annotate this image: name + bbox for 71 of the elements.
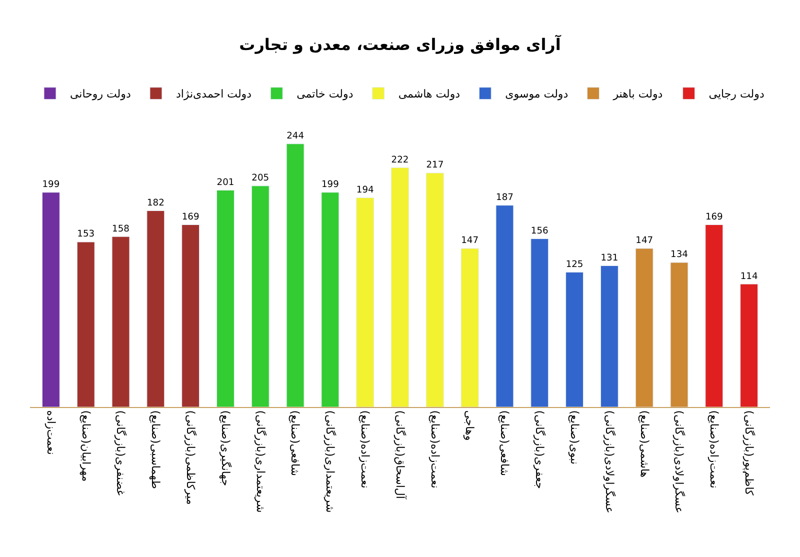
bar: [216, 190, 234, 407]
data-label: 194: [356, 185, 374, 196]
bar: [112, 236, 130, 407]
x-tick-label: نعمت‌زاده(صنایع): [428, 410, 442, 488]
data-label: 205: [252, 174, 270, 184]
bar: [42, 192, 60, 407]
data-label: 244: [286, 132, 304, 142]
data-label: 199: [321, 180, 340, 190]
x-tick-label: میرکاظمی(بازرگانی): [184, 410, 197, 505]
bar: [391, 167, 409, 407]
x-tick-label: عسگراولادی(بازرگانی): [672, 410, 686, 514]
data-label: 147: [461, 236, 479, 246]
bar: [286, 144, 304, 407]
x-tick-label: کاظم‌پور(بازرگانی): [742, 410, 756, 496]
x-tick-label: نبوی(صنایع): [568, 410, 581, 464]
bar: [705, 224, 724, 407]
x-tick-label: غضنفری(بازرگانی): [114, 410, 128, 496]
data-label: 169: [705, 212, 724, 222]
bar: [635, 248, 654, 407]
bar: [321, 192, 340, 407]
bar: [146, 210, 165, 407]
legend-label: دولت هاشمی: [398, 88, 460, 101]
bar: [670, 262, 688, 407]
data-label: 131: [600, 253, 618, 264]
x-tick-label: نعمت‌زاده(صنایع): [708, 410, 721, 488]
chart-title: آرای موافق وزرای صنعت، معدن و تجارت: [239, 34, 562, 54]
bar: [426, 172, 444, 407]
data-label: 201: [216, 178, 234, 188]
x-tick-label: نعمت‌زاده: [44, 410, 58, 455]
bar: [530, 238, 549, 407]
data-label: 134: [670, 250, 688, 260]
bar: [251, 186, 270, 407]
x-tick-label: جعفری(بازرگانی): [533, 410, 546, 489]
legend-label: دولت خاتمی: [296, 88, 354, 101]
x-tick-label: آل‌اسحاق(بازرگانی): [393, 410, 408, 500]
bar: [460, 248, 479, 407]
data-label: 147: [636, 236, 654, 246]
x-tick-label: عسگراولادی(بازرگانی): [602, 410, 616, 514]
data-label: 156: [530, 226, 549, 236]
x-tick-label: هاشمی(صنایع): [638, 410, 651, 478]
bar: [740, 284, 758, 407]
bar: [76, 242, 95, 407]
legend-label: دولت روحانی: [70, 88, 131, 101]
bar: [566, 272, 584, 407]
bar: [496, 205, 514, 407]
x-tick-label: مهرابیان(صنایع): [79, 410, 92, 482]
data-label: 158: [112, 224, 130, 234]
data-label: 114: [740, 272, 758, 282]
x-tick-label: نعمت‌زاده(صنایع): [358, 410, 372, 488]
legend-label: دولت باهنر: [612, 88, 663, 101]
x-tick-label: جهانگیری(صنایع): [218, 410, 232, 486]
data-label: 182: [146, 198, 164, 208]
x-tick-label: شریعتمداری(بازرگانی): [254, 410, 267, 513]
x-tick-label: شریعتمداری(بازرگانی): [324, 410, 337, 513]
data-label: 217: [426, 160, 444, 171]
data-label: 153: [77, 230, 95, 240]
data-label: 125: [566, 260, 584, 270]
data-label: 169: [182, 212, 200, 222]
bar: [356, 198, 374, 407]
x-tick-label: شافعی(صنایع): [498, 410, 512, 476]
x-tick-label: شافعی(صنایع): [288, 410, 302, 476]
data-label: 187: [496, 193, 514, 204]
legend-label: دولت رجایی: [708, 88, 764, 101]
x-tick-label: طهماسبی(صنایع): [149, 410, 162, 490]
data-label: 199: [42, 180, 60, 190]
data-label: 222: [391, 155, 409, 166]
legend-label: دولت موسوی: [505, 88, 568, 101]
bar: [182, 224, 200, 407]
bar: [600, 265, 618, 407]
x-tick-label: وهاجی: [463, 410, 476, 441]
legend-label: دولت احمدی‌نژاد: [176, 88, 252, 101]
